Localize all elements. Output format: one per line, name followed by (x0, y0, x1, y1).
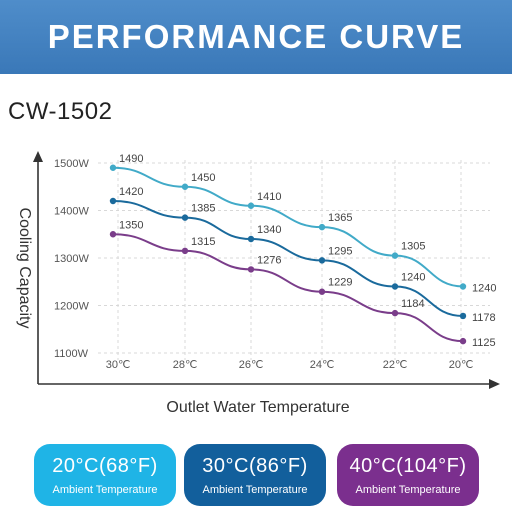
y-axis-arrow (33, 151, 43, 162)
data-point (318, 223, 326, 231)
legend-20c-title: 20°C(68°F) (52, 454, 158, 477)
legend-20c: 20°C(68°F) Ambient Temperature (34, 444, 176, 506)
performance-chart: 1100W 1200W 1300W 1400W 1500W 30℃ 28℃ 26℃ 24℃ 22℃… (16, 151, 500, 416)
data-point (181, 183, 189, 190)
x-tick-label: 28℃ (173, 359, 198, 371)
data-label: 1240 (472, 283, 496, 295)
legend-30c-title: 30°C(86°F) (202, 454, 308, 477)
data-point (391, 252, 399, 259)
data-point (247, 202, 255, 209)
data-label: 1365 (328, 212, 352, 224)
legend-20c-subtitle: Ambient Temperature (52, 483, 158, 496)
series-line (112, 233, 464, 343)
series-line (112, 166, 464, 288)
series-line (112, 200, 464, 317)
data-label: 1295 (328, 245, 352, 257)
y-tick-label: 1300W (54, 253, 89, 265)
y-tick-label: 1500W (54, 158, 89, 170)
x-tick-label: 22℃ (383, 359, 408, 371)
data-label: 1125 (472, 337, 496, 349)
data-point (109, 164, 117, 171)
data-label: 1184 (401, 298, 425, 310)
data-point (181, 214, 189, 221)
legend-40c-title: 40°C(104°F) (349, 454, 467, 477)
x-tick-label: 26℃ (239, 359, 264, 371)
chart-data-labels: 1490 1450 1410 1365 1305 1240 1420 1385 1340 1295… (119, 153, 496, 349)
chart-grid (98, 160, 490, 360)
data-point (109, 197, 117, 205)
x-tick-label: 20℃ (449, 359, 474, 371)
y-axis-title: Cooling Capacity (16, 208, 33, 329)
data-label: 1410 (257, 191, 281, 203)
banner-title: PERFORMANCE CURVE (47, 18, 465, 55)
legend-30c-subtitle: Ambient Temperature (202, 483, 308, 496)
legend-30c: 30°C(86°F) Ambient Temperature (184, 444, 326, 506)
data-label: 1450 (191, 172, 215, 184)
title-banner: PERFORMANCE CURVE (0, 0, 512, 74)
x-tick-label: 24℃ (310, 359, 335, 371)
data-label: 1385 (191, 203, 215, 215)
y-tick-label: 1400W (54, 206, 89, 218)
data-label: 1240 (401, 272, 425, 284)
data-point (247, 266, 255, 273)
data-label: 1315 (191, 236, 215, 248)
data-point (181, 247, 189, 255)
data-label: 1350 (119, 219, 143, 231)
legend-40c-subtitle: Ambient Temperature (355, 483, 461, 496)
data-point (318, 257, 326, 264)
data-label: 1340 (257, 224, 281, 236)
chart-series (109, 164, 467, 345)
data-point (459, 283, 467, 290)
data-point (459, 312, 467, 320)
data-label: 1178 (472, 312, 496, 324)
data-point (318, 288, 326, 295)
data-label: 1420 (119, 186, 143, 198)
data-point (391, 309, 399, 317)
model-name: CW-1502 (8, 98, 113, 125)
data-point (247, 235, 255, 243)
x-axis-arrow (489, 379, 500, 389)
chart-axes (33, 151, 500, 389)
x-axis-title: Outlet Water Temperature (166, 399, 349, 416)
x-tick-label: 30℃ (106, 359, 131, 371)
data-point (391, 283, 399, 290)
data-point (109, 231, 117, 238)
data-label: 1229 (328, 277, 352, 289)
y-tick-label: 1200W (54, 301, 89, 313)
legend-40c: 40°C(104°F) Ambient Temperature (337, 444, 479, 506)
data-label: 1490 (119, 153, 143, 165)
data-label: 1305 (401, 241, 425, 253)
data-label: 1276 (257, 254, 281, 266)
data-point (459, 337, 467, 345)
chart-tick-labels: 1100W 1200W 1300W 1400W 1500W 30℃ 28℃ 26℃ 24℃ 22℃… (54, 158, 473, 371)
y-tick-label: 1100W (54, 348, 89, 360)
